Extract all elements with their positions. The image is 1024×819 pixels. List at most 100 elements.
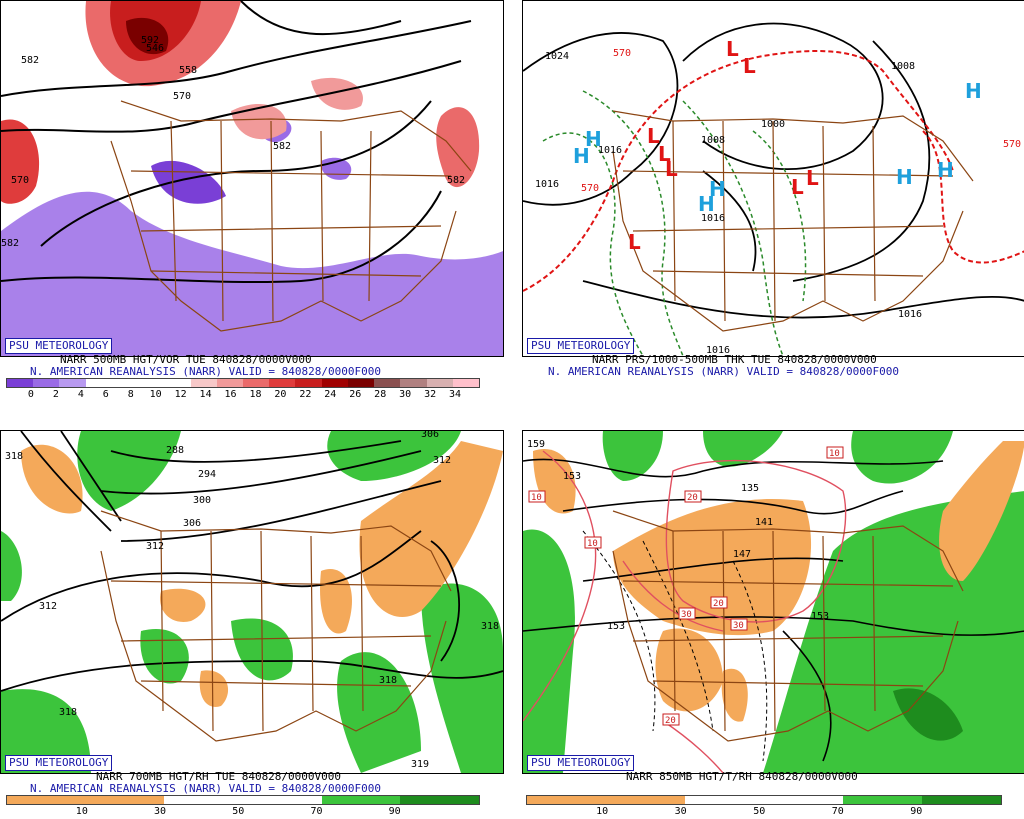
contour-label: 312 [39,601,57,612]
warm-vort-area [126,17,169,55]
scale-tick-label: 70 [831,806,844,817]
panel-3-subtitle: N. AMERICAN REANALYSIS (NARR) VALID = 84… [30,782,381,795]
scale-tick-label: 10 [149,389,162,400]
vorticity-color-scale: 0 2 4 6 8 10 12 14 16 18 20 22 24 26 28 30 32 34 [6,378,480,400]
scale-swatch [111,379,139,387]
panel-500mb-hgt-vor: 582 546 558 570 582 570 582 582 592 PSU … [0,0,504,357]
scale-tick-label: 90 [388,806,401,817]
high-pressure-marker: H [709,177,726,201]
contour-label: 1008 [891,61,915,72]
scale-tick-label: 50 [753,806,766,817]
high-pressure-marker: H [585,127,602,151]
moist-area [1,689,91,773]
dry-area [320,569,352,634]
temp-contour-label: 30 [733,621,744,631]
low-pressure-marker: L [743,54,756,78]
panel-1-title: NARR 500MB HGT/VOR TUE 840828/0000V000 [60,353,312,366]
low-pressure-marker: L [647,124,660,148]
contour-label: 141 [755,517,773,528]
panel-2-subtitle: N. AMERICAN REANALYSIS (NARR) VALID = 84… [548,365,899,378]
scale-swatch [347,379,375,387]
psu-meteorology-badge: PSU METEOROLOGY [527,338,635,354]
scale-swatch [426,379,453,387]
contour-label: 1016 [701,213,725,224]
contour-label: 153 [607,621,625,632]
panel-1-subtitle: N. AMERICAN REANALYSIS (NARR) VALID = 84… [30,365,381,378]
contour-label: 153 [811,611,829,622]
scale-tick-label: 28 [374,389,387,400]
scale-tick-label: 70 [310,806,323,817]
contour-label: 288 [166,445,184,456]
scale-tick-label: 6 [102,389,109,400]
moist-area [77,431,181,511]
scale-tick-label: 26 [349,389,362,400]
map-700mb: 318 288 294 300 306 312 312 318 306 312 … [1,431,503,773]
dry-area [613,499,812,636]
contour-label: 558 [179,65,197,76]
scale-swatch [764,796,843,804]
scale-swatch [138,379,165,387]
contour-label: 318 [5,451,23,462]
scale-swatch [685,796,764,804]
contour-label: 1016 [598,145,622,156]
contour-label: 582 [1,238,19,249]
temp-contour-label: 10 [531,493,542,503]
scale-swatch [7,379,34,387]
warm-vort-area [311,77,363,110]
panel-3-title: NARR 700MB HGT/RH TUE 840828/0000V000 [96,770,342,783]
contour-label: 1008 [701,135,725,146]
high-pressure-marker: H [573,144,590,168]
contour-label: 318 [379,675,397,686]
scale-tick-label: 0 [27,389,34,400]
scale-swatch [242,379,270,387]
contour-label: 592 [141,35,159,46]
temp-contour-label: 20 [713,599,724,609]
contour-label: 582 [273,141,291,152]
scale-swatch [374,379,401,387]
scale-swatch [269,379,296,387]
moist-area [1,531,22,601]
scale-swatch [7,796,86,804]
panel-prs-thickness: H H H H H H H L L L L L L L L 1024 1016 … [522,0,1024,357]
scale-swatch [527,796,606,804]
dry-area [359,441,503,617]
contour-label: 318 [59,707,77,718]
high-pressure-marker: H [896,165,913,189]
moist-area [327,431,461,481]
high-pressure-marker: H [965,79,982,103]
contour-label: 312 [433,455,451,466]
scale-tick-label: 10 [75,806,88,817]
psu-meteorology-badge: PSU METEOROLOGY [5,755,113,771]
scale-tick-label: 12 [174,389,187,400]
contour-label: 318 [481,621,499,632]
contour-label: 570 [581,183,599,194]
scale-tick-label: 20 [274,389,287,400]
contour-label: 294 [198,469,216,480]
panel-850mb-hgt-t-rh: 159 153 135 141 147 153 153 10 10 20 20 … [522,430,1024,774]
scale-swatch [164,379,191,387]
panel-4-title: NARR 850MB HGT/T/RH 840828/0000V000 [626,770,858,783]
dry-area [939,441,1024,581]
contour-label: 582 [21,55,39,66]
scale-swatch [295,379,322,387]
scale-swatch [164,796,244,804]
scale-swatch [606,796,685,804]
scale-tick-label: 14 [199,389,212,400]
scale-tick-label: 22 [299,389,312,400]
temp-contour-label: 20 [687,493,698,503]
scale-tick-label: 30 [399,389,412,400]
scale-swatch [243,796,322,804]
dry-area [21,444,83,514]
scale-swatch [85,379,112,387]
contour-label: 312 [146,541,164,552]
psu-meteorology-badge: PSU METEOROLOGY [5,338,113,354]
low-pressure-marker: L [726,37,739,61]
moist-area [851,431,953,484]
high-pressure-marker: H [937,158,954,182]
panel-2-title: NARR PRS/1000-500MB THK TUE 840828/0000V… [592,353,877,366]
contour-label: 546 [146,43,164,54]
moist-area [893,688,963,741]
map-prs-thk: H H H H H H H L L L L L L L L 1024 1016 … [523,22,1024,356]
scale-swatch [321,796,401,804]
warm-vort-area [231,103,287,140]
